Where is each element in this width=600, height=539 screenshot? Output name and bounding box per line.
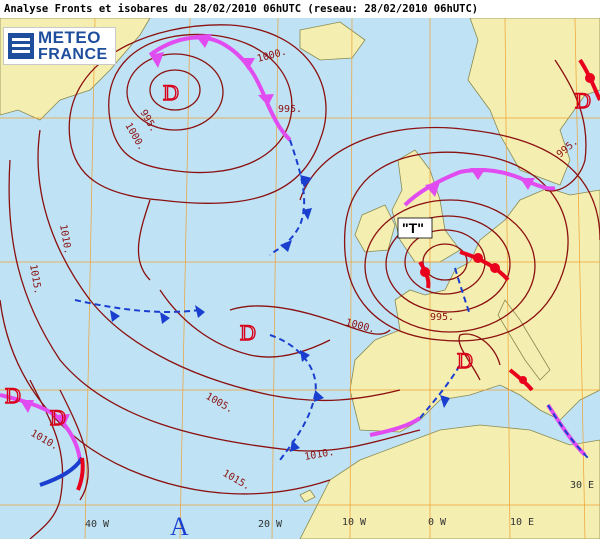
longitude-label: 0 W — [428, 517, 447, 528]
italy — [497, 299, 551, 381]
longitude-label: 40 W — [85, 519, 110, 530]
high-pressure-symbol: A — [170, 512, 189, 539]
isobar-label: 995. — [278, 104, 302, 115]
pressure-systems: D D D D D D A "T" — [4, 79, 591, 539]
grid-labels: 40 W 20 W 10 W 0 W 10 E 30 E — [85, 480, 594, 530]
longitude-label: 10 W — [342, 517, 367, 528]
longitude-label: 20 W — [258, 519, 283, 530]
isobar-label: 1010. — [57, 224, 73, 256]
cold-front-symbols — [110, 175, 450, 452]
longitude-label: 30 E — [570, 480, 594, 491]
logo-mark-icon — [8, 33, 34, 59]
low-pressure-symbol: D — [457, 348, 473, 373]
low-pressure-symbol: D — [163, 80, 179, 105]
warm-front-symbols — [420, 73, 595, 384]
named-storm-box — [397, 217, 433, 239]
isobar-label: 1010. — [304, 447, 336, 463]
canary-islands — [299, 489, 316, 503]
longitude-label: 10 E — [510, 517, 534, 528]
isobar-label: 995. — [430, 312, 454, 323]
isobar-label: 1015. — [27, 264, 43, 296]
map-title: Analyse Fronts et isobares du 28/02/2010… — [0, 0, 600, 18]
scandinavia — [467, 17, 600, 186]
lat-lon-grid — [0, 17, 600, 539]
logo-line-1: METEO — [38, 28, 101, 47]
named-storm-label: "T" — [402, 220, 424, 236]
low-pressure-symbol: D — [575, 88, 591, 113]
low-pressure-symbol: D — [240, 320, 256, 345]
land-masses — [0, 17, 600, 539]
cold-front-solid — [39, 456, 84, 487]
occluded-front-symbols — [20, 34, 535, 427]
meteo-france-logo: METEO FRANCE — [3, 27, 116, 65]
low-pressure-symbol: D — [50, 405, 66, 430]
logo-line-2: FRANCE — [38, 46, 108, 63]
low-pressure-symbol: D — [5, 383, 21, 408]
